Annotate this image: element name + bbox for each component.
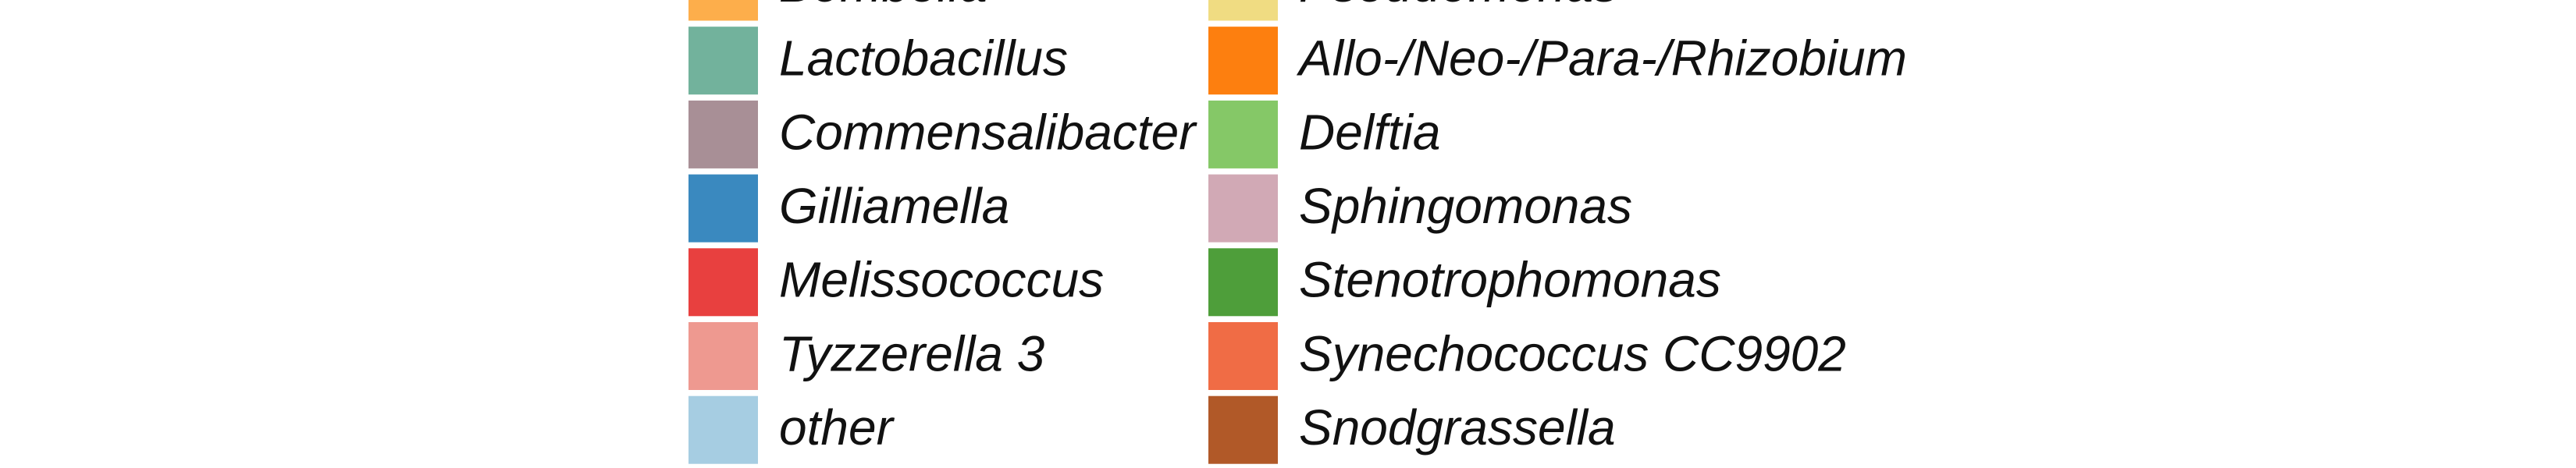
legend-swatch <box>1208 0 1278 21</box>
legend-label: Lactobacillus <box>779 30 1068 87</box>
legend-swatch <box>1208 100 1278 168</box>
legend-swatch <box>688 174 758 243</box>
legend-swatch <box>688 100 758 168</box>
legend-swatch <box>1208 27 1278 95</box>
legend-label: Gilliamella <box>779 178 1009 234</box>
legend-swatch <box>688 27 758 95</box>
legend-swatch <box>1208 248 1278 317</box>
legend-label: Pseudomonas <box>1299 0 1618 12</box>
legend-label: Bombella <box>779 0 987 12</box>
legend-label: Allo-/Neo-/Para-/Rhizobium <box>1296 30 1907 87</box>
legend-label: Stenotrophomonas <box>1299 252 1721 308</box>
legend-swatch <box>688 322 758 390</box>
legend-swatch <box>688 0 758 21</box>
legend-label: other <box>779 399 895 456</box>
legend-label: Delftia <box>1299 104 1440 160</box>
legend-label: Sphingomonas <box>1299 178 1632 234</box>
legend-swatch <box>1208 395 1278 464</box>
legend-swatch <box>688 248 758 317</box>
legend-swatch <box>1208 322 1278 390</box>
legend-swatch <box>1208 174 1278 243</box>
legend-label: Melissococcus <box>779 252 1104 308</box>
legend-label: Snodgrassella <box>1299 399 1616 456</box>
legend-swatch <box>688 395 758 464</box>
legend-label: Synechococcus CC9902 <box>1299 325 1846 381</box>
legend-label: Tyzzerella 3 <box>779 325 1045 381</box>
legend-label: Commensalibacter <box>779 104 1197 160</box>
